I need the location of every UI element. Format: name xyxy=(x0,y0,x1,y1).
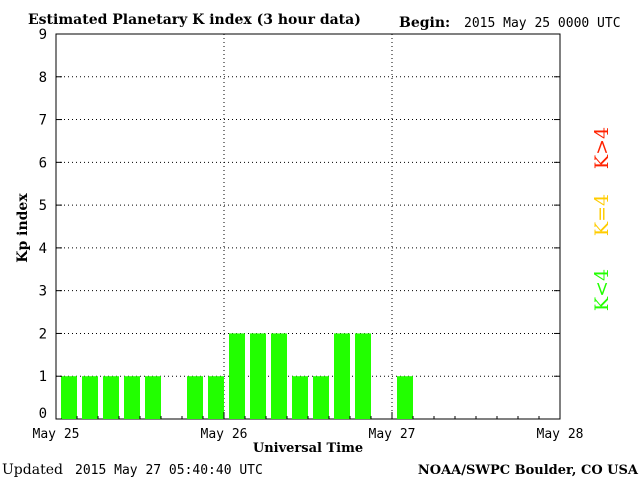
kp-bar xyxy=(61,376,77,419)
kp-bar xyxy=(124,376,140,419)
kp-bar xyxy=(145,376,161,419)
plot-area xyxy=(55,33,561,420)
kp-bar xyxy=(355,333,371,419)
y-tick-label: 6 xyxy=(39,155,47,171)
x-ticks: May 25 May 26 May 27 May 28 xyxy=(33,412,584,442)
kp-bar xyxy=(313,376,329,419)
y-tick-label: 0 xyxy=(39,406,47,422)
kp-bar xyxy=(103,376,119,419)
x-tick-label: May 27 xyxy=(369,427,416,442)
kp-bar xyxy=(292,376,308,419)
legend-item: K<4 xyxy=(591,269,613,311)
legend-item: K=4 xyxy=(591,194,613,236)
y-tick-label: 3 xyxy=(39,284,47,300)
y-tick-label: 4 xyxy=(39,241,47,257)
x-tick-label: May 25 xyxy=(33,427,80,442)
legend-item: K>4 xyxy=(591,127,613,169)
updated-value: 2015 May 27 05:40:40 UTC xyxy=(75,463,263,478)
y-tick-label: 8 xyxy=(39,70,47,86)
legend: K<4 K=4 K>4 xyxy=(591,127,613,311)
y-tick-label: 2 xyxy=(39,326,47,342)
kp-bar xyxy=(82,376,98,419)
y-tick-label: 7 xyxy=(39,113,47,129)
kp-bar xyxy=(397,376,413,419)
y-tick-label: 1 xyxy=(39,369,47,385)
x-tick-label: May 26 xyxy=(201,427,248,442)
credit-text: NOAA/SWPC Boulder, CO USA xyxy=(418,463,639,478)
y-axis-label: Kp index xyxy=(15,193,31,263)
kp-bar xyxy=(271,333,287,419)
begin-label: Begin: xyxy=(399,15,450,31)
bars xyxy=(61,333,413,419)
kp-bar xyxy=(208,376,224,419)
chart-title: Estimated Planetary K index (3 hour data… xyxy=(28,12,361,28)
begin-value: 2015 May 25 0000 UTC xyxy=(464,16,621,31)
kp-bar xyxy=(187,376,203,419)
kp-bar xyxy=(250,333,266,419)
y-tick-label: 9 xyxy=(39,27,47,43)
y-ticks: 0 1 2 3 4 5 6 7 8 9 xyxy=(39,27,560,422)
x-axis-label: Universal Time xyxy=(253,441,363,456)
grid xyxy=(56,34,560,419)
x-tick-label: May 28 xyxy=(537,427,584,442)
kp-bar xyxy=(334,333,350,419)
y-tick-label: 5 xyxy=(39,198,47,214)
updated-label: Updated xyxy=(2,462,63,478)
kp-bar xyxy=(229,333,245,419)
